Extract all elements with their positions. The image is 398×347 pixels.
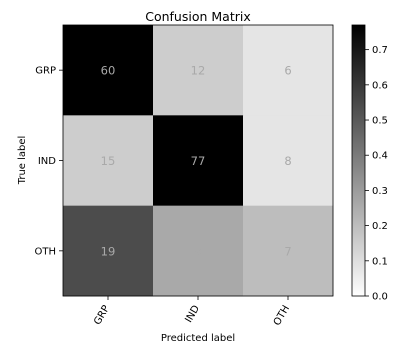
chart-title: Confusion Matrix	[145, 9, 251, 24]
colorbar-tick-label: 0.6	[372, 80, 388, 91]
cell-value-label: 9	[194, 244, 201, 258]
cell-value-label: 6	[284, 64, 291, 78]
heatmap-cells: 60 12 6 15 77 8 19 9 7	[63, 25, 334, 297]
heatmap-cell	[153, 205, 244, 297]
y-tick-label: GRP	[35, 66, 56, 77]
cell-value-label: 77	[191, 154, 206, 168]
cell-value-label: 12	[191, 64, 206, 78]
heatmap-cell	[243, 25, 334, 116]
x-tick-label: GRP	[92, 304, 112, 327]
colorbar-tick-label: 0.1	[372, 256, 388, 267]
x-tick-label: IND	[184, 303, 203, 324]
colorbar-tick-label: 0.3	[372, 186, 388, 197]
cell-value-label: 15	[101, 154, 116, 168]
y-axis-label: True label	[17, 136, 28, 186]
heatmap-cell	[153, 25, 244, 116]
heatmap-cell	[63, 25, 154, 116]
heatmap-cell	[63, 115, 154, 206]
x-axis-label: Predicted label	[161, 333, 235, 344]
y-ticks: GRP IND OTH	[35, 66, 63, 257]
colorbar-ticks: 0.0 0.1 0.2 0.3 0.4 0.5 0.6 0.7	[365, 45, 388, 303]
heatmap-cell	[153, 115, 244, 206]
heatmap-cell	[63, 205, 154, 297]
y-tick-label: OTH	[35, 246, 57, 257]
colorbar-tick-label: 0.7	[372, 45, 388, 56]
x-tick-label: OTH	[272, 304, 292, 328]
colorbar-tick-label: 0.2	[372, 221, 388, 232]
colorbar-tick-label: 0.5	[372, 116, 388, 127]
x-ticks: GRP IND OTH	[92, 296, 292, 328]
cell-value-label: 19	[101, 244, 116, 258]
colorbar-tick-label: 0.4	[372, 151, 388, 162]
heatmap-cell	[243, 115, 334, 206]
y-tick-label: IND	[38, 156, 56, 167]
cell-value-label: 8	[284, 154, 291, 168]
heatmap-cell	[243, 205, 334, 297]
colorbar	[351, 24, 366, 297]
cell-value-label: 60	[101, 64, 116, 78]
cell-value-label: 7	[284, 244, 291, 258]
colorbar-tick-label: 0.0	[372, 292, 388, 303]
